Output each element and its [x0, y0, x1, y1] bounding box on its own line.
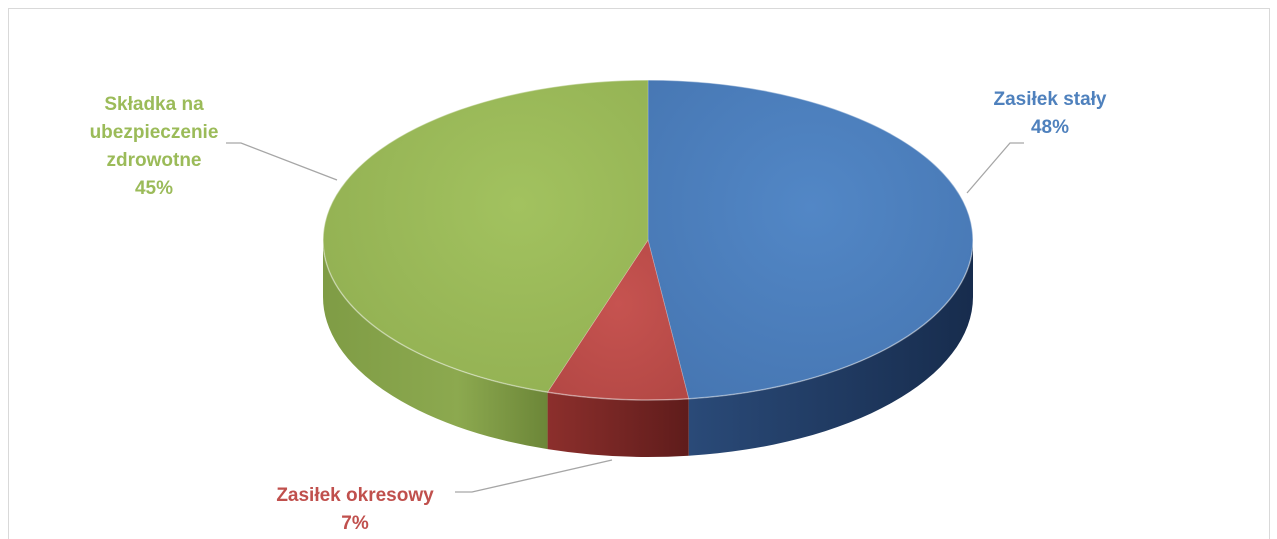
label-zasilek-okresowy-value: 7% [341, 513, 369, 534]
label-zasilek-okresowy-name: Zasiłek okresowy [276, 485, 434, 506]
pie-rim [322, 79, 974, 401]
pie-side-zasilek-staly [688, 240, 973, 456]
leader-line-skladka [226, 142, 338, 181]
label-skladka-line-1: Składka na [104, 94, 204, 115]
label-skladka-line-3: zdrowotne [106, 150, 202, 171]
label-skladka-line-2: ubezpieczenie [89, 122, 219, 143]
chart-frame [8, 8, 1270, 539]
label-skladka: Składka na ubezpieczenie zdrowotne 45% [64, 91, 244, 203]
leader-line-zasilek-staly [966, 142, 1024, 194]
leader-line-zasilek-okresowy [455, 459, 613, 493]
pie-slice-skladka [322, 79, 649, 393]
label-skladka-value: 45% [134, 178, 174, 199]
pie-side-skladka [323, 240, 548, 450]
label-zasilek-staly-value: 48% [1030, 117, 1070, 138]
pie-slice-zasilek-okresowy [546, 239, 690, 401]
label-zasilek-staly: Zasiłek stały 48% [965, 86, 1135, 142]
pie-side-zasilek-okresowy [547, 392, 689, 457]
pie-slice-zasilek-staly [647, 79, 974, 400]
label-zasilek-okresowy: Zasiłek okresowy 7% [250, 482, 460, 538]
label-zasilek-staly-name: Zasiłek stały [993, 89, 1107, 110]
